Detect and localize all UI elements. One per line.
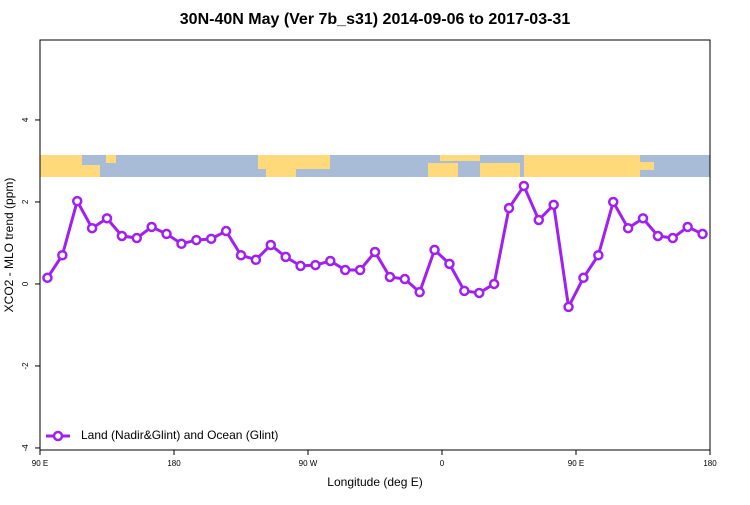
data-point [697,228,708,240]
data-point [667,232,679,244]
data-point [131,232,143,244]
data-point [607,196,619,208]
x-tick-label: 90 E [568,459,584,468]
data-point [280,251,291,263]
data-point [503,202,515,214]
data-point [533,214,545,226]
data-point [578,272,589,284]
data-point [220,225,232,237]
x-tick-label: 180 [703,459,717,468]
data-point [205,233,217,245]
data-point [101,213,113,224]
data-point [637,213,649,224]
series-line [46,182,704,312]
data-point [518,180,530,192]
y-tick-label: 2 [21,199,30,204]
y-tick-label: 0 [21,281,30,286]
y-tick-label: -2 [21,362,30,370]
data-point [295,260,306,272]
data-point [488,278,500,290]
data-point [414,286,425,298]
data-point [399,273,411,285]
data-point [161,228,172,240]
data-point [548,199,559,211]
x-tick-label: 90 W [299,459,318,468]
chart-title: 30N-40N May (Ver 7b_s31) 2014-09-06 to 2… [180,11,571,28]
x-tick-label: 0 [440,459,445,468]
data-point [652,230,664,242]
data-point [325,255,336,267]
data-point [429,244,440,256]
legend-label: Land (Nadir&Glint) and Ocean (Glint) [81,428,278,442]
x-tick-label: 90 E [32,459,48,468]
data-point [563,301,574,313]
data-point [444,258,455,270]
plot-frame [39,39,711,451]
data-point [354,264,366,276]
data-point [250,254,262,266]
data-point [42,272,53,284]
data-point [369,246,381,258]
data-point [71,195,83,207]
data-point [265,239,277,251]
data-point [146,221,157,233]
data-point [622,222,634,234]
map-band [40,155,710,177]
data-point [310,259,321,271]
y-tick-label: 4 [21,117,30,122]
data-point [593,250,604,261]
data-point [235,250,247,261]
y-tick-label: -4 [21,444,30,452]
data-point [191,234,202,246]
data-point [459,285,470,297]
data-point [384,271,396,283]
data-point [339,264,351,276]
data-point [473,287,485,299]
x-tick-label: 180 [167,459,181,468]
data-point [176,238,187,250]
data-point [57,250,68,261]
legend-marker [52,430,64,442]
data-point [86,222,98,234]
data-point [116,230,128,242]
y-axis-label: XCO2 - MLO trend (ppm) [2,178,16,313]
x-axis-label: Longitude (deg E) [327,475,422,489]
data-point [682,221,693,233]
